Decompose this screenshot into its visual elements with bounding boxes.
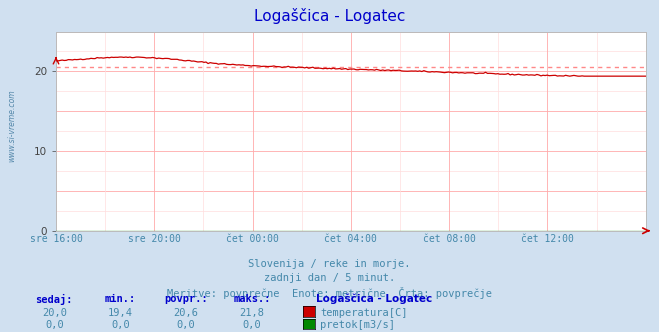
Text: Logaščica - Logatec: Logaščica - Logatec [254,8,405,24]
Text: min.:: min.: [105,294,136,304]
Text: čet 00:00: čet 00:00 [226,234,279,244]
Text: temperatura[C]: temperatura[C] [320,308,408,318]
Text: sedaj:: sedaj: [36,294,73,305]
Text: maks.:: maks.: [233,294,271,304]
Text: 0,0: 0,0 [243,320,262,330]
Text: 20,6: 20,6 [174,308,198,318]
Text: čet 12:00: čet 12:00 [521,234,574,244]
Text: 0,0: 0,0 [45,320,64,330]
Text: pretok[m3/s]: pretok[m3/s] [320,320,395,330]
Text: Meritve: povprečne  Enote: metrične  Črta: povprečje: Meritve: povprečne Enote: metrične Črta:… [167,287,492,299]
Text: čet 04:00: čet 04:00 [324,234,378,244]
Text: 0,0: 0,0 [177,320,196,330]
Text: Logaščica - Logatec: Logaščica - Logatec [316,294,432,304]
Text: www.si-vreme.com: www.si-vreme.com [7,90,16,162]
Text: Slovenija / reke in morje.: Slovenija / reke in morje. [248,259,411,269]
Text: 21,8: 21,8 [240,308,264,318]
Text: čet 08:00: čet 08:00 [423,234,476,244]
Text: sre 16:00: sre 16:00 [30,234,82,244]
Text: 0,0: 0,0 [111,320,130,330]
Text: 20,0: 20,0 [42,308,67,318]
Text: 19,4: 19,4 [108,308,132,318]
Text: povpr.:: povpr.: [164,294,208,304]
Text: sre 20:00: sre 20:00 [128,234,181,244]
Text: zadnji dan / 5 minut.: zadnji dan / 5 minut. [264,273,395,283]
